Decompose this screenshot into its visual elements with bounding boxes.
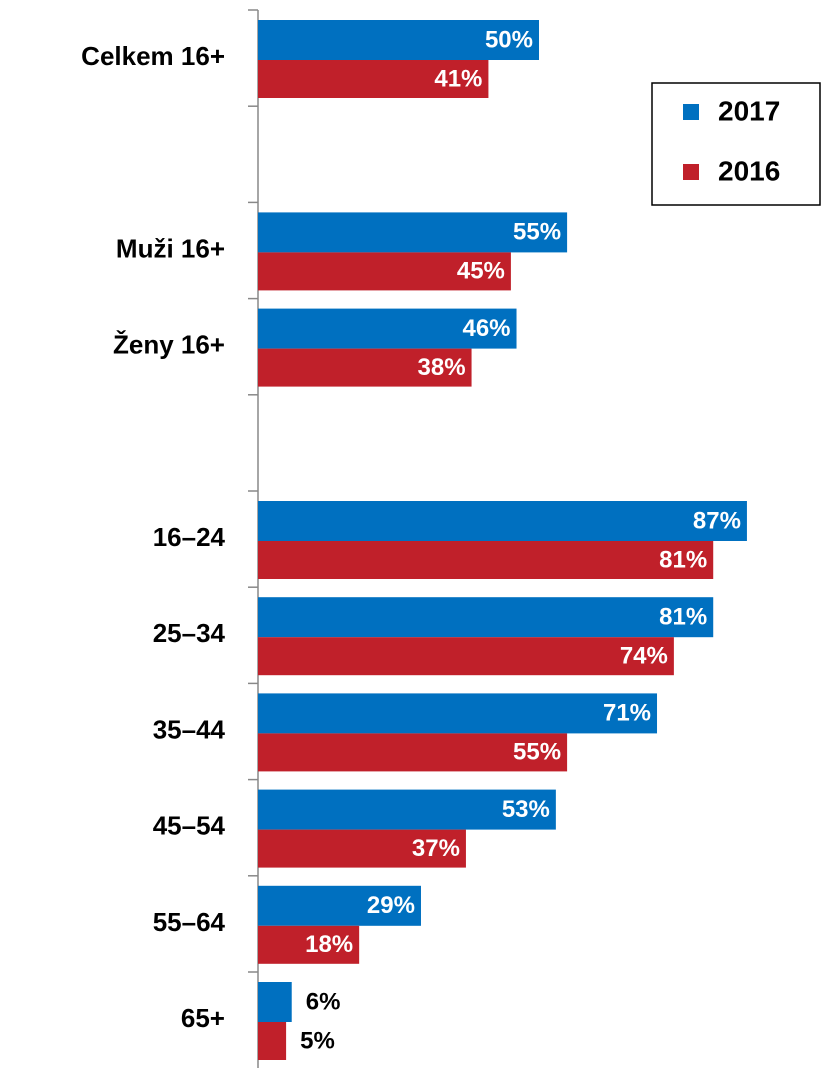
bar (258, 637, 674, 676)
bar (258, 982, 292, 1022)
value-label: 53% (502, 796, 550, 823)
value-label: 18% (305, 931, 353, 958)
category-label: Ženy 16+ (113, 330, 225, 360)
legend-swatch (683, 164, 699, 180)
legend-swatch (683, 104, 699, 120)
value-label: 81% (659, 604, 707, 631)
category-label: Celkem 16+ (81, 41, 225, 71)
value-label: 55% (513, 739, 561, 766)
legend-label: 2017 (718, 95, 780, 126)
bar (258, 693, 658, 734)
category-label: 35–44 (153, 714, 226, 744)
bar (258, 308, 517, 349)
bar (258, 348, 472, 387)
bar (258, 252, 511, 291)
value-label: 45% (457, 258, 505, 285)
bar (258, 541, 714, 579)
value-label: 74% (620, 643, 668, 670)
value-label: 50% (485, 26, 533, 53)
bar (258, 1022, 287, 1060)
value-label: 46% (462, 315, 510, 342)
bar (258, 597, 714, 638)
bar (258, 925, 360, 964)
value-label: 71% (603, 700, 651, 727)
legend-box (651, 82, 821, 206)
bar (258, 212, 568, 253)
category-label: 55–64 (153, 907, 226, 937)
value-label: 6% (306, 988, 341, 1015)
legend-label: 2016 (718, 155, 780, 186)
category-label: 45–54 (153, 811, 226, 841)
bar (258, 733, 568, 772)
value-label: 29% (367, 892, 415, 919)
category-label: Muži 16+ (116, 233, 225, 263)
bar (258, 20, 539, 60)
bar (258, 885, 421, 926)
category-label: 25–34 (153, 618, 226, 648)
value-label: 41% (434, 65, 482, 92)
value-label: 5% (300, 1027, 335, 1054)
category-label: 16–24 (153, 522, 226, 552)
bar (258, 789, 556, 830)
value-label: 87% (693, 507, 741, 534)
value-label: 37% (412, 835, 460, 862)
value-label: 55% (513, 219, 561, 246)
bar (258, 501, 747, 541)
category-label: 65+ (181, 1003, 225, 1033)
value-label: 38% (418, 354, 466, 381)
bar (258, 60, 489, 98)
value-label: 81% (659, 546, 707, 573)
bar (258, 829, 466, 868)
